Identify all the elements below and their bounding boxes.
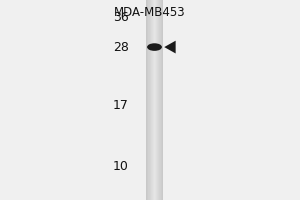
Ellipse shape bbox=[147, 43, 162, 51]
Text: 28: 28 bbox=[113, 41, 129, 54]
Bar bbox=[150, 0, 151, 200]
Bar bbox=[154, 0, 155, 200]
Bar bbox=[160, 0, 161, 200]
Bar bbox=[161, 0, 162, 200]
Text: 36: 36 bbox=[113, 11, 129, 24]
Text: MDA-MB453: MDA-MB453 bbox=[114, 6, 186, 19]
Bar bbox=[147, 0, 148, 200]
Bar bbox=[157, 0, 158, 200]
Bar bbox=[149, 0, 150, 200]
Bar bbox=[146, 0, 147, 200]
Bar bbox=[151, 0, 152, 200]
Bar bbox=[148, 0, 149, 200]
Bar bbox=[152, 0, 153, 200]
Text: 10: 10 bbox=[113, 160, 129, 173]
Bar bbox=[158, 0, 159, 200]
Bar bbox=[159, 0, 160, 200]
Bar bbox=[162, 0, 163, 200]
Polygon shape bbox=[164, 41, 176, 53]
Bar bbox=[156, 0, 157, 200]
Bar bbox=[155, 0, 156, 200]
Text: 17: 17 bbox=[113, 99, 129, 112]
Bar bbox=[153, 0, 154, 200]
